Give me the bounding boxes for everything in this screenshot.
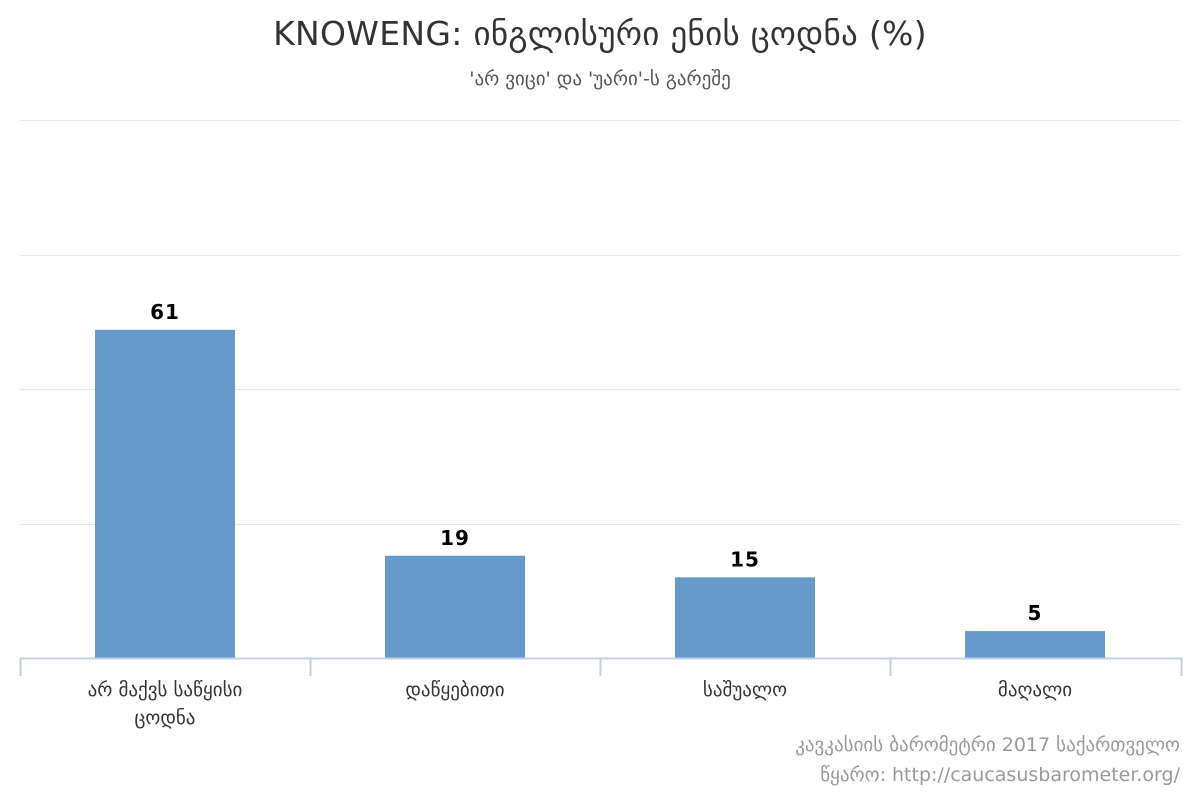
data-labels: 61 19 15 5 [150, 300, 1043, 625]
credits: კავკასიის ბარომეტრი 2017 საქართველო წყარ… [795, 730, 1180, 790]
bars [95, 329, 1105, 658]
x-tick-labels: არ მაქვს საწყისი ცოდნა დაწყებითი საშუალო მაღ… [88, 679, 1072, 729]
chart-subtitle: 'არ ვიცი' და 'უარი'-ს გარეშე [469, 68, 731, 90]
x-axis [19, 657, 1183, 676]
x-tick-label: მაღალი [998, 679, 1072, 701]
credits-survey: კავკასიის ბარომეტრი 2017 საქართველო [795, 734, 1180, 756]
data-label: 61 [150, 300, 180, 324]
credits-source: წყარო: http://caucasusbarometer.org/ [820, 764, 1180, 786]
data-label: 15 [730, 547, 760, 571]
chart-title: KNOWENG: ინგლისური ენის ცოდნა (%) [273, 14, 927, 53]
x-tick-label: არ მაქვს საწყისი ცოდნა [88, 679, 243, 729]
bar [675, 577, 815, 658]
x-tick-label: დაწყებითი [405, 679, 504, 701]
bar [385, 555, 525, 658]
data-label: 5 [1028, 601, 1043, 625]
data-label: 19 [440, 526, 470, 550]
bar [95, 329, 235, 658]
bar [965, 631, 1105, 658]
x-tick-label: საშუალო [703, 679, 787, 701]
